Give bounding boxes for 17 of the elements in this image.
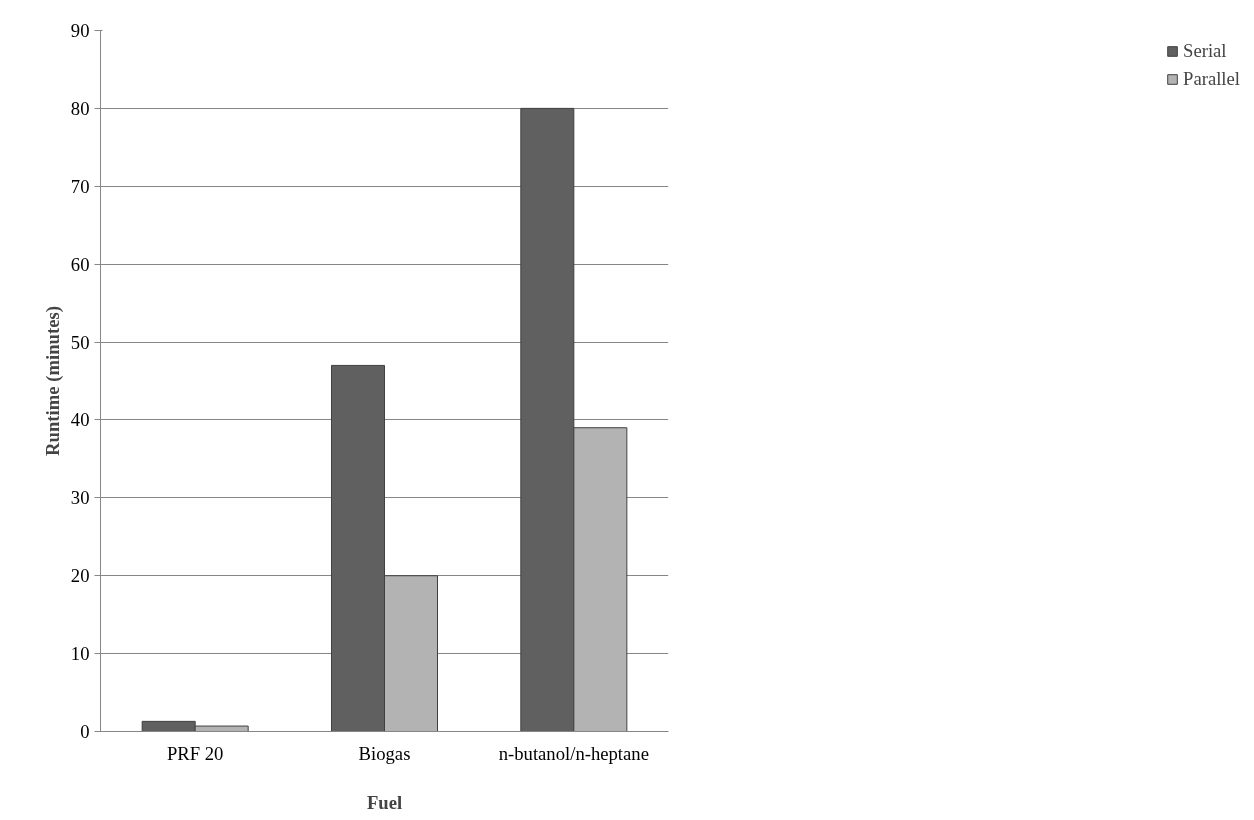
y-tick-label: 10	[70, 643, 90, 665]
y-tick-label: 40	[70, 409, 90, 431]
y-tick-label: 60	[70, 253, 90, 275]
x-tick-label: Biogas	[358, 742, 411, 764]
y-tick-label: 90	[70, 20, 90, 41]
y-tick-label: 0	[80, 721, 90, 742]
x-axis-title: Fuel	[366, 791, 403, 813]
y-tick-label: 50	[70, 331, 90, 353]
x-tick-label: n-butanol/n-heptane	[498, 742, 649, 764]
legend-label: Parallel	[1183, 68, 1240, 90]
y-tick-label: 80	[70, 97, 90, 119]
y-tick-label: 20	[70, 565, 90, 587]
legend-label: Serial	[1183, 40, 1227, 62]
y-tick-label: 30	[70, 487, 90, 509]
x-tick-label: PRF 20	[166, 742, 224, 764]
y-tick-label: 70	[70, 175, 90, 197]
y-axis-title: Runtime (minutes)	[41, 306, 64, 456]
